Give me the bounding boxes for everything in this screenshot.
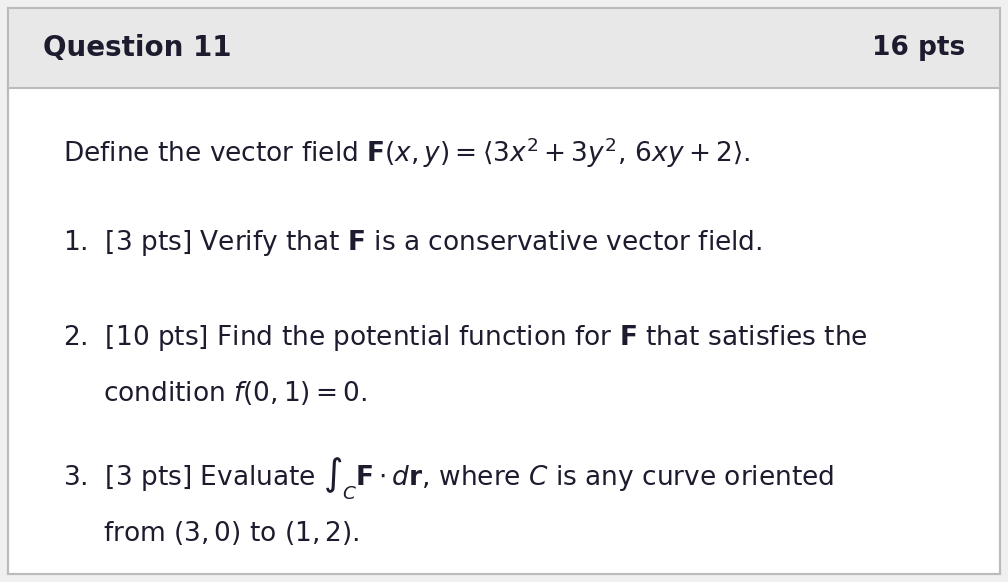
Text: 1.  [3 pts] Verify that $\mathbf{F}$ is a conservative vector field.: 1. [3 pts] Verify that $\mathbf{F}$ is a…: [62, 228, 762, 258]
Text: condition $f(0, 1) = 0.$: condition $f(0, 1) = 0.$: [103, 379, 367, 407]
Bar: [8, 8, 1000, 88]
Text: from $(3, 0)$ to $(1, 2).$: from $(3, 0)$ to $(1, 2).$: [103, 519, 360, 547]
Text: 16 pts: 16 pts: [872, 35, 965, 61]
Text: Define the vector field $\mathbf{F}(x, y) = \langle 3x^2 + 3y^2,\, 6xy + 2\rangl: Define the vector field $\mathbf{F}(x, y…: [62, 136, 750, 171]
Text: 3.  [3 pts] Evaluate $\int_C \mathbf{F} \cdot d\mathbf{r}$, where $C$ is any cur: 3. [3 pts] Evaluate $\int_C \mathbf{F} \…: [62, 455, 834, 501]
Text: 2.  [10 pts] Find the potential function for $\mathbf{F}$ that satisfies the: 2. [10 pts] Find the potential function …: [62, 323, 868, 353]
Text: Question 11: Question 11: [43, 34, 232, 62]
